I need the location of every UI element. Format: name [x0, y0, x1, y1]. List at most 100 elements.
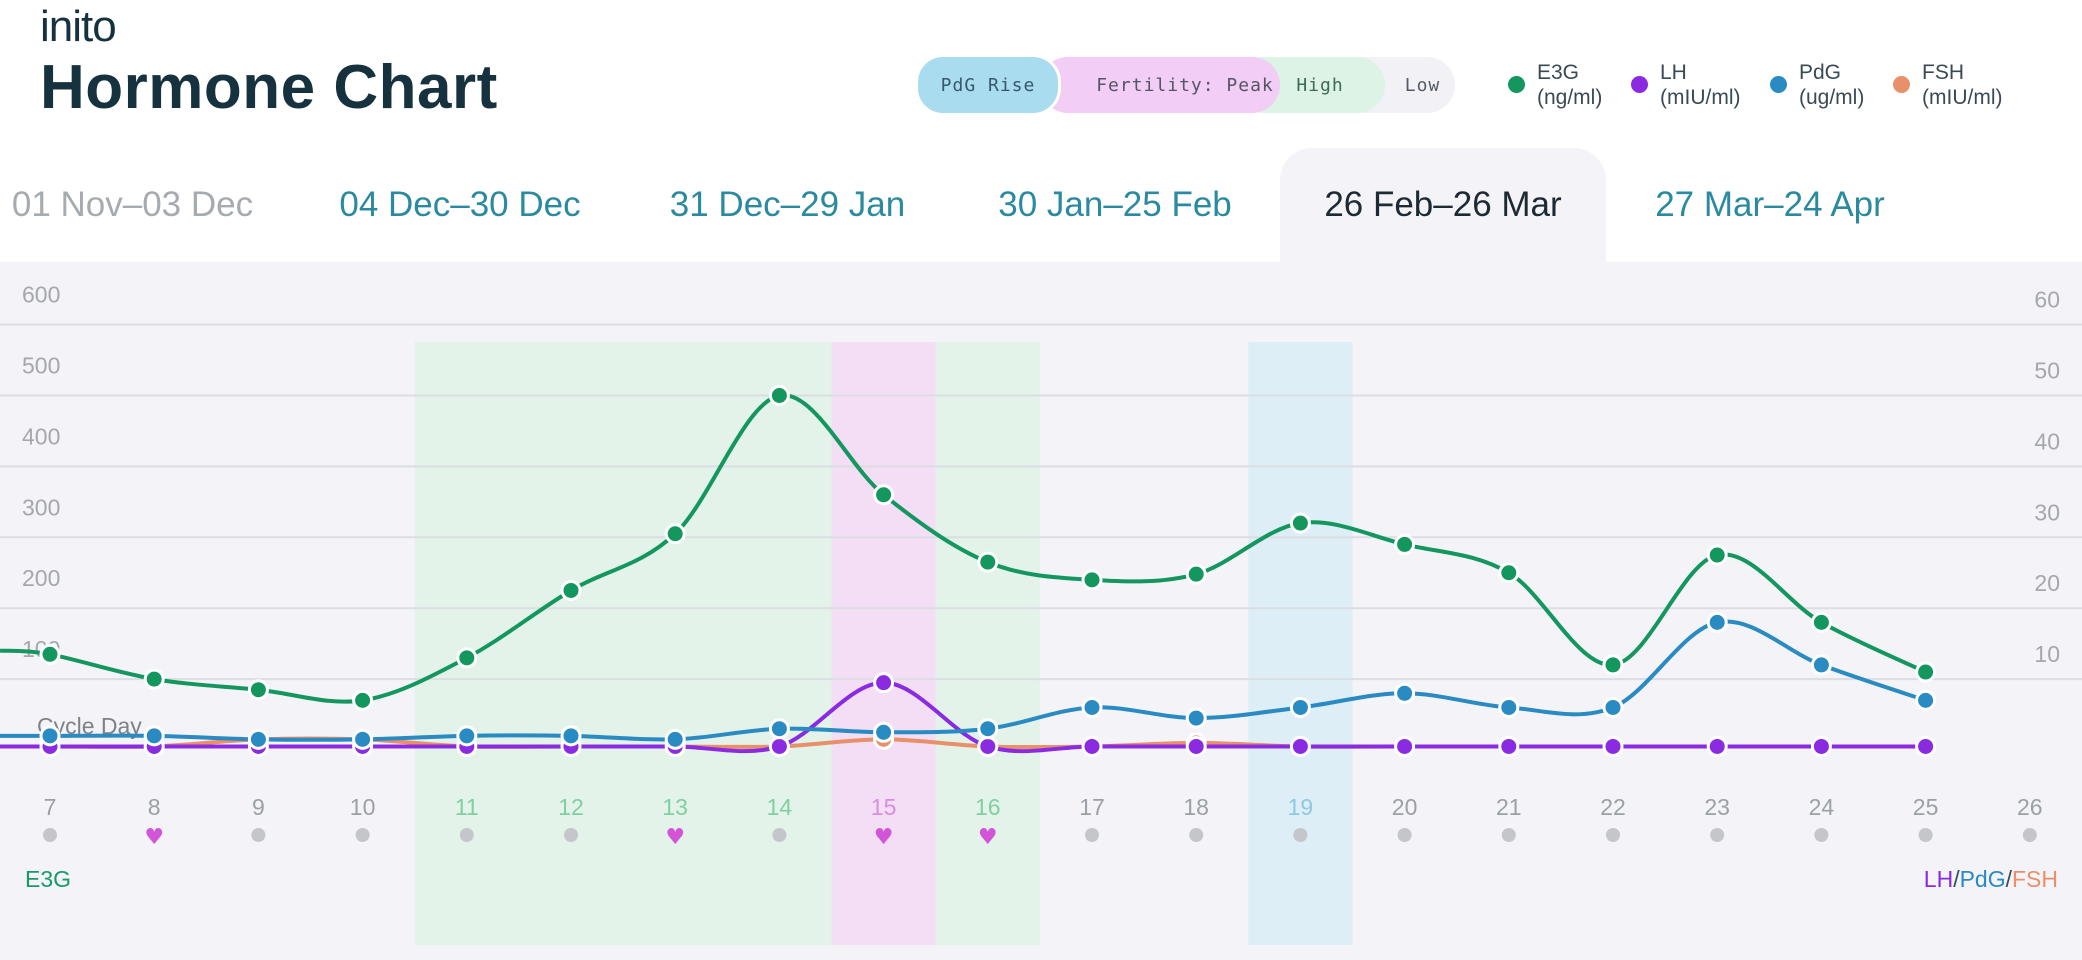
data-point-pdg — [143, 725, 165, 747]
heart-icon: ♥ — [144, 825, 164, 850]
day-dot — [1606, 828, 1620, 842]
legend-name: FSH — [1922, 61, 1964, 84]
page-title: Hormone Chart — [40, 53, 498, 122]
data-point-pdg — [1915, 689, 1937, 711]
day-dot — [43, 828, 57, 842]
legend-unit: (ug/ml) — [1799, 86, 1865, 109]
right-axis-title-sep: / — [1953, 866, 1960, 892]
data-point-pdg — [1081, 696, 1103, 718]
day-dot — [251, 828, 266, 842]
x-tick-label: 7 — [44, 794, 57, 820]
legend-item-lh: LH (mIU/ml) — [1631, 60, 1740, 110]
data-point-e3g — [1185, 563, 1207, 585]
heart-icon: ♥ — [665, 825, 685, 850]
legend-dot-fsh — [1893, 76, 1910, 93]
data-point-e3g — [1810, 611, 1832, 633]
data-point-lh — [1185, 735, 1207, 757]
data-point-e3g — [1602, 654, 1624, 676]
tab-cycle-feb-mar[interactable]: 26 Feb–26 Mar — [1280, 148, 1606, 262]
data-point-e3g — [247, 679, 269, 701]
y-right-tick-label: 10 — [2034, 641, 2060, 667]
tab-cycle-dec-jan[interactable]: 31 Dec–29 Jan — [669, 185, 906, 224]
tab-cycle-dec[interactable]: 04 Dec–30 Dec — [339, 185, 581, 224]
x-tick-label: 24 — [1809, 794, 1835, 820]
x-tick-label: 12 — [558, 794, 584, 820]
data-point-e3g — [1394, 533, 1416, 555]
y-left-tick-label: 200 — [22, 565, 60, 591]
tab-cycle-jan-feb[interactable]: 30 Jan–25 Feb — [998, 185, 1232, 224]
data-point-lh — [1081, 735, 1103, 757]
day-dot — [1501, 828, 1516, 842]
chart-legend: E3G (ng/ml) LH (mIU/ml) PdG (ug/ml) FSH (mIU… — [1508, 60, 2048, 120]
data-point-pdg — [1289, 696, 1311, 718]
data-point-pdg — [1498, 696, 1520, 718]
x-tick-label: 22 — [1600, 794, 1626, 820]
fertility-band — [1248, 342, 1353, 945]
right-axis-title: LH/PdG/FSH — [1924, 866, 2058, 893]
x-tick-label: 19 — [1288, 794, 1314, 820]
legend-unit: (ng/ml) — [1537, 86, 1603, 109]
x-tick-label: 17 — [1079, 794, 1105, 820]
heart-icon: ♥ — [978, 825, 998, 850]
data-point-e3g — [1706, 544, 1728, 566]
y-right-tick-label: 60 — [2034, 287, 2060, 313]
data-point-lh — [1915, 735, 1937, 757]
right-axis-title-fsh: FSH — [2012, 866, 2058, 892]
legend-dot-e3g — [1508, 76, 1525, 93]
day-dot — [355, 828, 370, 842]
data-point-pdg — [664, 728, 686, 750]
day-dot — [459, 828, 474, 842]
fertility-band — [414, 342, 832, 945]
data-point-e3g — [664, 523, 686, 545]
fertility-band — [831, 342, 936, 945]
right-axis-title-pdg: PdG — [1959, 866, 2006, 892]
data-point-lh — [977, 735, 999, 757]
legend-item-pdg: PdG (ug/ml) — [1770, 60, 1864, 110]
data-point-lh — [1602, 735, 1624, 757]
y-left-tick-label: 500 — [22, 353, 60, 379]
legend-item-fsh: FSH (mIU/ml) — [1893, 60, 2002, 110]
day-dot — [1293, 828, 1308, 842]
y-left-tick-label: 400 — [22, 423, 60, 449]
data-point-e3g — [1081, 569, 1103, 591]
fertility-status-legend: Low High Fertility: Peak PdG Rise — [915, 54, 1455, 116]
x-tick-label: 14 — [767, 794, 793, 820]
day-dot — [1085, 828, 1099, 842]
x-tick-label: 18 — [1183, 794, 1209, 820]
x-tick-label: 20 — [1392, 794, 1418, 820]
day-dot — [1814, 828, 1829, 842]
x-tick-label: 23 — [1704, 794, 1730, 820]
y-right-tick-label: 50 — [2034, 358, 2060, 384]
right-axis-title-lh: LH — [1923, 866, 1954, 892]
tab-cycle-nov-dec[interactable]: 01 Nov–03 Dec — [11, 185, 254, 224]
day-dot — [1397, 828, 1412, 842]
data-point-e3g — [352, 689, 374, 711]
day-dot — [2022, 828, 2037, 842]
x-tick-label: 8 — [148, 794, 161, 820]
data-point-lh — [768, 735, 790, 757]
data-point-pdg — [456, 725, 478, 747]
x-tick-label: 16 — [975, 794, 1001, 820]
x-tick-label: 11 — [455, 794, 479, 820]
data-point-pdg — [873, 721, 895, 743]
status-pill-fertility-peak: Fertility: Peak — [1040, 57, 1280, 113]
y-right-tick-label: 30 — [2034, 499, 2060, 525]
legend-name: PdG — [1799, 61, 1842, 84]
day-dot — [1918, 828, 1933, 842]
x-tick-label: 9 — [252, 794, 265, 820]
right-axis-title-sep: / — [2005, 866, 2012, 892]
data-point-pdg — [1185, 707, 1207, 729]
data-point-pdg — [1810, 654, 1832, 676]
x-tick-label: 26 — [2017, 794, 2043, 820]
legend-item-e3g: E3G (ng/ml) — [1508, 60, 1602, 110]
day-dot — [772, 828, 787, 842]
hormone-chart: 100102002030030400405005060060Cycle Day7… — [0, 262, 2082, 960]
data-point-e3g — [1498, 562, 1520, 584]
data-point-lh — [1810, 735, 1832, 757]
legend-unit: (mIU/ml) — [1922, 86, 2003, 109]
data-point-lh — [1498, 735, 1520, 757]
fertility-band — [935, 342, 1040, 945]
heart-icon: ♥ — [874, 825, 894, 850]
tab-cycle-mar-apr[interactable]: 27 Mar–24 Apr — [1655, 185, 1885, 224]
data-point-e3g — [977, 551, 999, 573]
